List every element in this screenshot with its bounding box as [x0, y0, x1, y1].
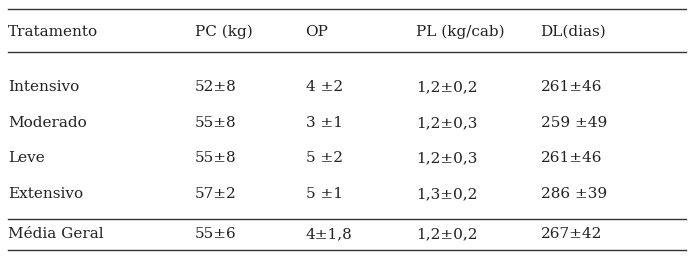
Text: 261±46: 261±46: [541, 80, 602, 94]
Text: Intensivo: Intensivo: [8, 80, 80, 94]
Text: 52±8: 52±8: [195, 80, 237, 94]
Text: 55±8: 55±8: [195, 116, 237, 130]
Text: PC (kg): PC (kg): [195, 25, 253, 39]
Text: 3 ±1: 3 ±1: [305, 116, 343, 130]
Text: PL (kg/cab): PL (kg/cab): [416, 25, 505, 39]
Text: 4 ±2: 4 ±2: [305, 80, 343, 94]
Text: 55±8: 55±8: [195, 151, 237, 165]
Text: 1,2±0,2: 1,2±0,2: [416, 227, 477, 241]
Text: 1,2±0,3: 1,2±0,3: [416, 151, 477, 165]
Text: 259 ±49: 259 ±49: [541, 116, 607, 130]
Text: 1,3±0,2: 1,3±0,2: [416, 187, 477, 201]
Text: 4±1,8: 4±1,8: [305, 227, 353, 241]
Text: 55±6: 55±6: [195, 227, 237, 241]
Text: Média Geral: Média Geral: [8, 227, 104, 241]
Text: 267±42: 267±42: [541, 227, 602, 241]
Text: 1,2±0,3: 1,2±0,3: [416, 116, 477, 130]
Text: OP: OP: [305, 25, 328, 39]
Text: Extensivo: Extensivo: [8, 187, 83, 201]
Text: 5 ±1: 5 ±1: [305, 187, 343, 201]
Text: Leve: Leve: [8, 151, 45, 165]
Text: Moderado: Moderado: [8, 116, 87, 130]
Text: 1,2±0,2: 1,2±0,2: [416, 80, 477, 94]
Text: Tratamento: Tratamento: [8, 25, 99, 39]
Text: 57±2: 57±2: [195, 187, 237, 201]
Text: 5 ±2: 5 ±2: [305, 151, 343, 165]
Text: 261±46: 261±46: [541, 151, 602, 165]
Text: DL(dias): DL(dias): [541, 25, 607, 39]
Text: 286 ±39: 286 ±39: [541, 187, 607, 201]
